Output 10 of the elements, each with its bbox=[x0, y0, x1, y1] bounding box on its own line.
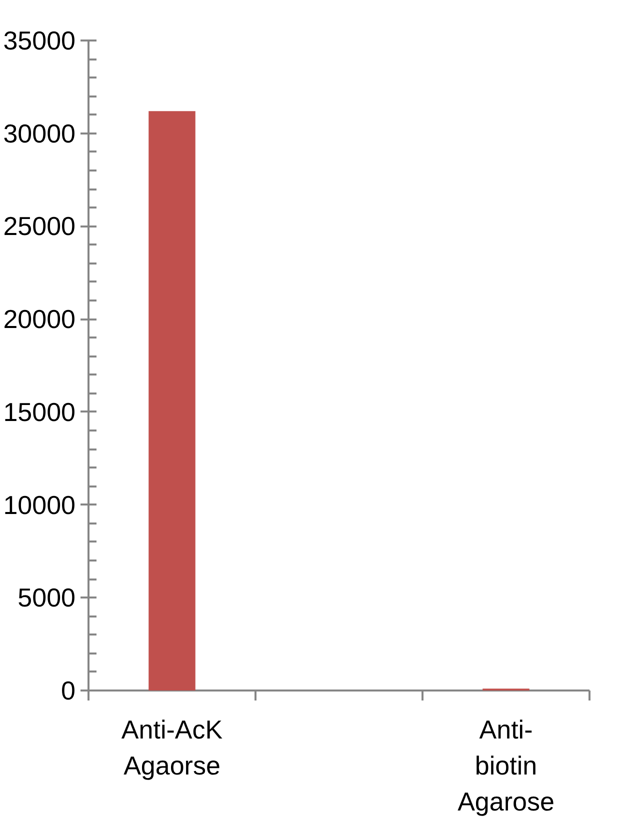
y-tick-label: 15000 bbox=[3, 396, 76, 427]
x-tick-label: Anti-biotin Agarose bbox=[458, 714, 554, 816]
y-tick-label: 20000 bbox=[3, 304, 76, 334]
y-tick-label: 25000 bbox=[3, 211, 76, 242]
x-tick-label: Anti-AcK Agaorse bbox=[121, 714, 224, 780]
y-tick-label: 0 bbox=[61, 676, 76, 706]
y-tick-label: 10000 bbox=[3, 490, 76, 520]
y-tick-label: 5000 bbox=[18, 582, 76, 613]
y-tick-label: 35000 bbox=[3, 26, 76, 56]
y-tick-label: 30000 bbox=[3, 118, 76, 148]
